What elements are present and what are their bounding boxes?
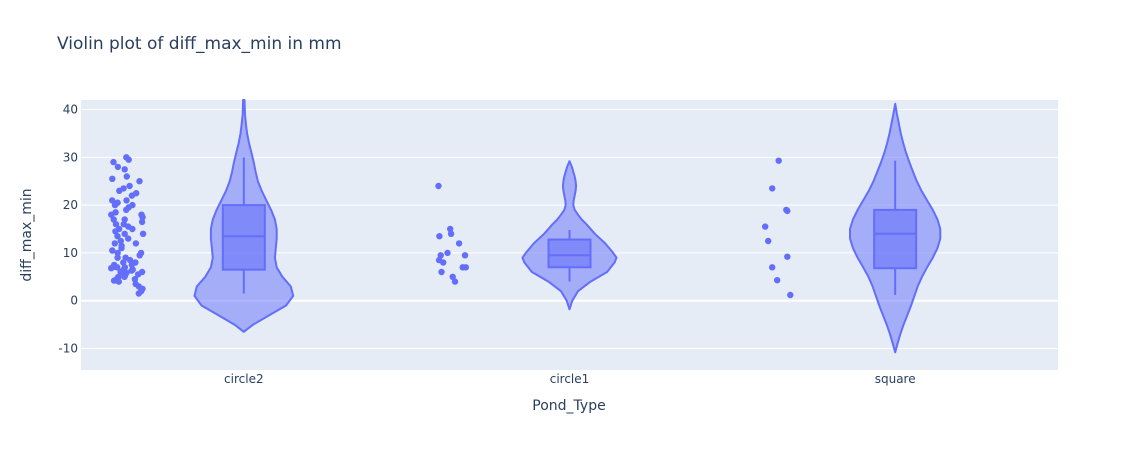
data-point[interactable] bbox=[123, 197, 130, 204]
y-axis-title: diff_max_min bbox=[19, 188, 35, 281]
box[interactable] bbox=[221, 204, 266, 271]
data-point[interactable] bbox=[108, 211, 115, 218]
data-point[interactable] bbox=[108, 265, 115, 272]
data-point[interactable] bbox=[437, 252, 444, 259]
data-point[interactable] bbox=[114, 254, 121, 261]
data-point[interactable] bbox=[128, 267, 135, 274]
data-point[interactable] bbox=[769, 264, 776, 271]
data-point[interactable] bbox=[440, 259, 447, 266]
y-tick-label: 30 bbox=[63, 150, 78, 164]
data-point[interactable] bbox=[769, 185, 776, 192]
data-point[interactable] bbox=[138, 218, 146, 226]
y-tick-label: 10 bbox=[63, 246, 78, 260]
box[interactable] bbox=[873, 208, 918, 270]
data-point[interactable] bbox=[134, 271, 142, 278]
data-point[interactable] bbox=[123, 173, 130, 180]
data-point[interactable] bbox=[131, 276, 139, 283]
data-point[interactable] bbox=[109, 175, 116, 182]
violin-group-square[interactable] bbox=[762, 102, 942, 354]
data-point[interactable] bbox=[139, 230, 147, 237]
data-point[interactable] bbox=[111, 240, 119, 247]
data-point[interactable] bbox=[121, 273, 128, 280]
data-point[interactable] bbox=[114, 264, 121, 271]
data-point[interactable] bbox=[126, 256, 134, 264]
y-tick-label: -10 bbox=[58, 341, 78, 355]
data-point[interactable] bbox=[136, 178, 143, 185]
data-point[interactable] bbox=[125, 156, 132, 163]
x-tick-label: circle2 bbox=[224, 372, 264, 386]
y-tick-label: 20 bbox=[63, 198, 78, 212]
data-point[interactable] bbox=[435, 182, 442, 190]
violin-layer bbox=[108, 99, 942, 354]
data-point[interactable] bbox=[447, 225, 454, 233]
data-point[interactable] bbox=[115, 278, 123, 285]
data-point[interactable] bbox=[449, 273, 456, 280]
violin-group-circle2[interactable] bbox=[108, 99, 295, 333]
data-point[interactable] bbox=[136, 252, 143, 259]
data-point[interactable] bbox=[117, 237, 125, 245]
data-point[interactable] bbox=[114, 233, 121, 240]
data-point[interactable] bbox=[112, 221, 120, 228]
data-point[interactable] bbox=[462, 264, 469, 271]
data-point[interactable] bbox=[775, 157, 782, 164]
data-point[interactable] bbox=[436, 233, 443, 240]
data-point[interactable] bbox=[110, 158, 117, 166]
data-point[interactable] bbox=[123, 206, 130, 214]
data-point[interactable] bbox=[128, 192, 136, 199]
data-point[interactable] bbox=[109, 197, 116, 204]
data-point[interactable] bbox=[109, 247, 116, 254]
data-point[interactable] bbox=[444, 249, 451, 257]
data-point[interactable] bbox=[765, 237, 772, 245]
x-tick-label: circle1 bbox=[550, 372, 590, 386]
box[interactable] bbox=[547, 238, 592, 269]
data-point[interactable] bbox=[447, 230, 455, 237]
data-point[interactable] bbox=[121, 166, 128, 173]
y-tick-label: 40 bbox=[63, 103, 78, 117]
data-point[interactable] bbox=[784, 253, 791, 260]
data-point[interactable] bbox=[438, 268, 445, 276]
x-tick-label: square bbox=[875, 372, 916, 386]
data-point[interactable] bbox=[135, 290, 142, 297]
tick-layer: -10 0 10 20 30 40 circle2 circle1 square bbox=[58, 103, 915, 386]
data-point[interactable] bbox=[114, 163, 122, 171]
data-point[interactable] bbox=[111, 201, 119, 209]
data-point[interactable] bbox=[451, 278, 459, 285]
chart-title: Violin plot of diff_max_min in mm bbox=[57, 34, 342, 54]
data-point[interactable] bbox=[125, 235, 132, 242]
data-point[interactable] bbox=[461, 252, 469, 259]
data-point[interactable] bbox=[784, 207, 791, 215]
data-point[interactable] bbox=[120, 259, 127, 266]
data-point[interactable] bbox=[455, 240, 463, 247]
data-point[interactable] bbox=[132, 240, 140, 247]
data-point[interactable] bbox=[118, 244, 125, 252]
data-point[interactable] bbox=[129, 225, 136, 233]
data-point[interactable] bbox=[139, 213, 146, 221]
data-point[interactable] bbox=[774, 277, 781, 284]
violin-group-circle1[interactable] bbox=[435, 160, 618, 311]
data-point[interactable] bbox=[121, 230, 128, 237]
data-point[interactable] bbox=[787, 291, 794, 299]
x-axis-title: Pond_Type bbox=[532, 398, 605, 414]
data-point[interactable] bbox=[116, 187, 123, 194]
y-tick-label: 0 bbox=[70, 294, 78, 308]
data-point[interactable] bbox=[112, 228, 119, 235]
data-point[interactable] bbox=[114, 249, 121, 257]
data-point[interactable] bbox=[762, 223, 769, 230]
data-point[interactable] bbox=[126, 182, 133, 190]
